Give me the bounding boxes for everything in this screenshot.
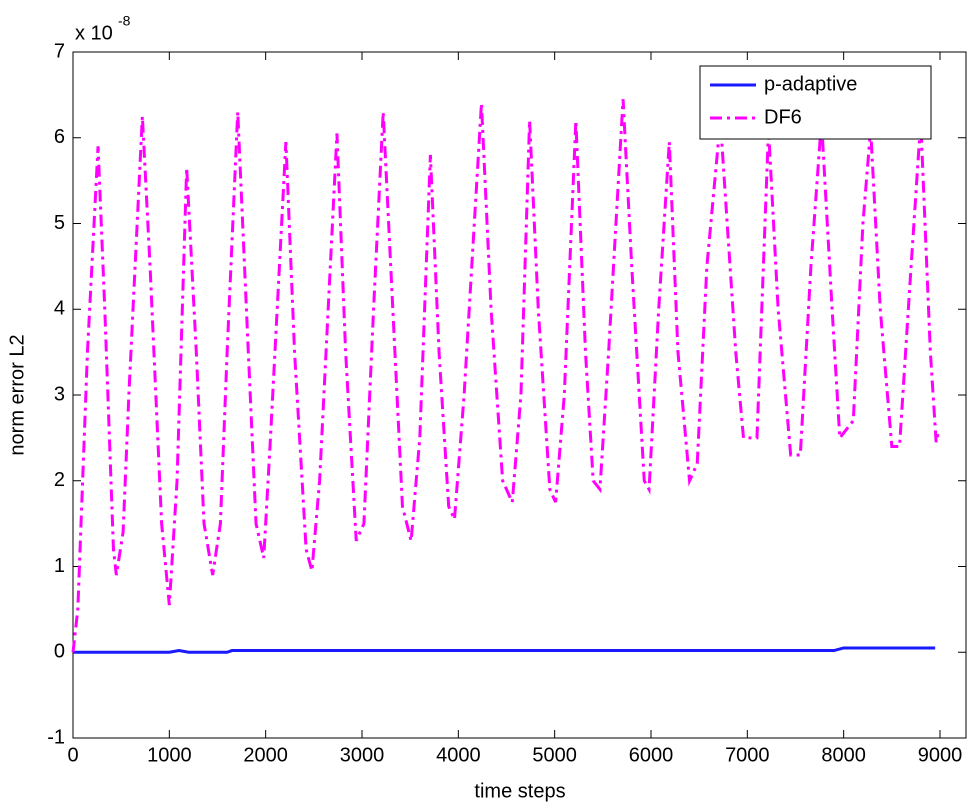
x-tick-label: 5000: [532, 744, 577, 766]
y-tick-label: -1: [47, 726, 65, 748]
data-line: [73, 646, 936, 654]
plot-area: [72, 51, 967, 739]
y-tick-label: 1: [54, 555, 65, 577]
x-tick-label: 3000: [340, 744, 385, 766]
legend-label: DF6: [764, 106, 802, 128]
y-tick-label: 5: [54, 212, 65, 234]
y-tick-label: 2: [54, 469, 65, 491]
x-tick-label: 2000: [243, 744, 288, 766]
x-tick-label: 0: [67, 744, 78, 766]
legend-label: p-adaptive: [764, 73, 857, 95]
data-line: [71, 99, 941, 653]
y-multiplier-exponent: -8: [118, 13, 131, 29]
legend-box: [699, 65, 932, 140]
y-multiplier-base: x 10: [75, 22, 113, 44]
x-tick-label: 7000: [725, 744, 770, 766]
y-tick-label: 7: [54, 40, 65, 62]
y-tick-label: 6: [54, 126, 65, 148]
y-tick-label: 3: [54, 383, 65, 405]
y-axis-label: norm error L2: [6, 334, 28, 455]
x-tick-label: 6000: [629, 744, 674, 766]
x-tick-label: 4000: [436, 744, 481, 766]
y-tick-label: 0: [54, 641, 65, 663]
y-tick-label: 4: [54, 298, 65, 320]
x-tick-label: 9000: [918, 744, 963, 766]
x-axis-label: time steps: [474, 780, 565, 802]
x-tick-label: 8000: [821, 744, 866, 766]
x-tick-label: 1000: [147, 744, 192, 766]
